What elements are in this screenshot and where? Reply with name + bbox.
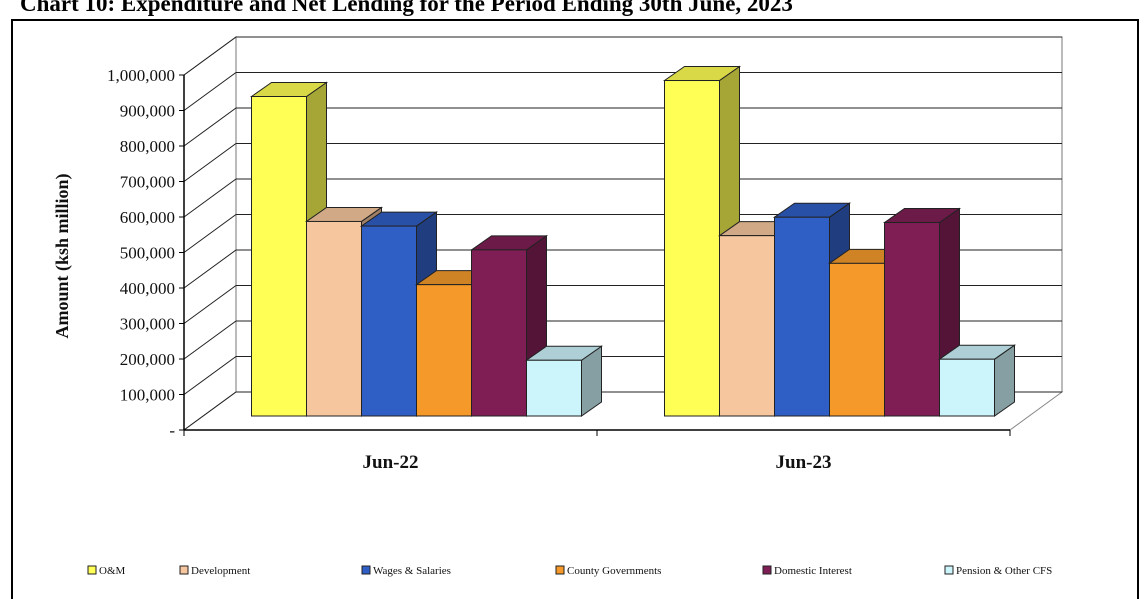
y-tick-label: 300,000 xyxy=(120,315,175,334)
gridline xyxy=(183,36,1062,76)
gridline xyxy=(183,143,1062,182)
bar-front xyxy=(829,262,885,417)
bar-front xyxy=(939,358,995,417)
bar-front xyxy=(361,225,417,417)
bar-front xyxy=(526,359,582,417)
bar-front xyxy=(774,216,830,417)
gridline xyxy=(183,107,1062,147)
gridline xyxy=(183,178,1062,218)
x-category-labels: Jun-22 Jun-23 xyxy=(363,452,832,473)
legend-swatch xyxy=(179,565,189,575)
y-tick-label: 600,000 xyxy=(120,208,175,227)
y-tick-labels: - 100,000 200,000 300,000 400,000 500,000 600,… xyxy=(107,66,175,440)
legend-label: Pension & Other CFS xyxy=(956,565,1052,577)
bar-domestic-interest-jun-23 xyxy=(882,207,962,417)
legend-label: County Governments xyxy=(567,565,661,577)
legend-swatch xyxy=(361,565,371,575)
y-tick-label: 1,000,000 xyxy=(107,66,175,85)
bar-front xyxy=(251,96,307,417)
bar-pension-other-cfs-jun-23 xyxy=(937,344,1017,417)
bar-pension-other-cfs-jun-22 xyxy=(524,345,604,417)
bars xyxy=(249,65,1017,417)
y-tick-label: 400,000 xyxy=(120,279,175,298)
legend-label: Domestic Interest xyxy=(774,565,852,577)
y-tick-label: 700,000 xyxy=(120,173,175,192)
bar-front xyxy=(471,249,527,417)
x-category-label: Jun-23 xyxy=(776,452,832,473)
legend-label: Wages & Salaries xyxy=(373,565,451,577)
legend: O&M Development Wages & Salaries County Gov… xyxy=(87,565,1052,577)
bar-front xyxy=(884,222,940,417)
y-tick-label: 200,000 xyxy=(120,350,175,369)
legend-swatch xyxy=(762,565,772,575)
y-tick-label: - xyxy=(169,421,175,440)
y-axis-title: Amount (ksh million) xyxy=(52,173,73,338)
y-tick-label: 500,000 xyxy=(120,244,175,263)
legend-label: Development xyxy=(191,565,250,577)
chart-frame xyxy=(11,19,1139,599)
x-category-label: Jun-22 xyxy=(363,452,419,473)
y-tick-label: 900,000 xyxy=(120,102,175,121)
bar-front xyxy=(719,235,775,417)
y-tick-label: 100,000 xyxy=(120,386,175,405)
y-tick-label: 800,000 xyxy=(120,137,175,156)
legend-swatch xyxy=(87,565,97,575)
gridline xyxy=(183,72,1062,111)
legend-label: O&M xyxy=(99,565,126,577)
axes xyxy=(179,74,1011,436)
bar-front xyxy=(416,284,472,417)
legend-swatch xyxy=(555,565,565,575)
legend-swatch xyxy=(944,565,954,575)
bar-front xyxy=(664,80,720,417)
bar-front xyxy=(306,220,362,417)
chart-title: Chart 10: Expenditure and Net Lending fo… xyxy=(20,0,793,16)
